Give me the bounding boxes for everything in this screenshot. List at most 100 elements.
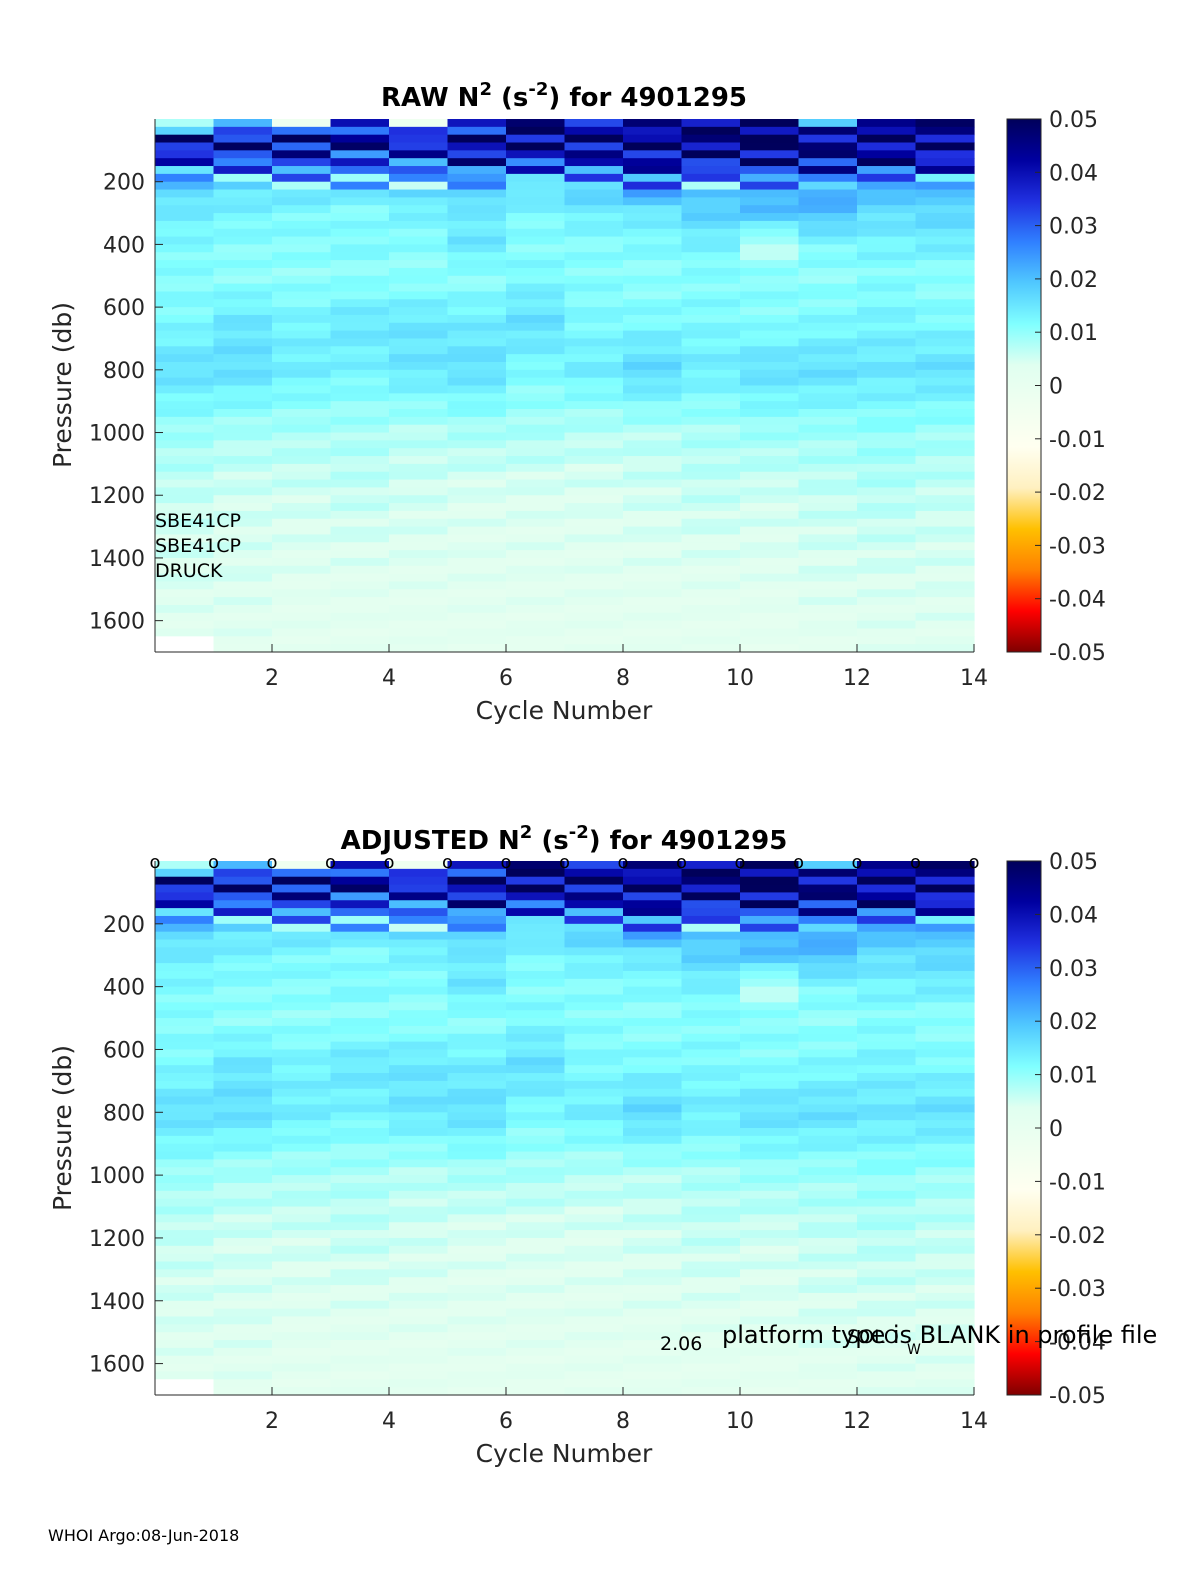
heatmap-cell <box>623 385 683 394</box>
heatmap-cell <box>915 142 975 151</box>
heatmap-cell <box>272 432 332 441</box>
heatmap-cell <box>155 565 215 575</box>
heatmap-cell <box>272 1143 332 1153</box>
heatmap-cell <box>447 1112 507 1121</box>
heatmap-cell <box>213 589 273 598</box>
heatmap-cell <box>915 314 975 324</box>
heatmap-cell <box>506 416 566 426</box>
heatmap-cell <box>740 424 800 434</box>
heatmap-cell <box>681 440 741 449</box>
heatmap-cell <box>213 908 273 917</box>
heatmap-cell <box>623 393 683 402</box>
heatmap-cell <box>155 526 215 536</box>
heatmap-cell <box>623 463 683 473</box>
heatmap-cell <box>915 189 975 198</box>
profile-marker: o <box>734 852 745 873</box>
heatmap-cell <box>857 620 917 630</box>
heatmap-cell <box>915 158 975 167</box>
heatmap-cell <box>681 1285 741 1294</box>
heatmap-cell <box>506 307 566 316</box>
heatmap-cell <box>447 534 507 543</box>
heatmap-cell <box>798 385 858 394</box>
heatmap-cell <box>155 487 215 496</box>
heatmap-cell <box>740 1363 800 1373</box>
heatmap-cell <box>915 1128 975 1137</box>
heatmap-cell <box>330 236 390 246</box>
x-tick-label: 2 <box>265 666 279 691</box>
heatmap-cell <box>330 1151 390 1161</box>
heatmap-cell <box>330 636 390 645</box>
heatmap-cell <box>213 573 273 583</box>
heatmap-cell <box>155 1073 215 1082</box>
heatmap-cell <box>155 620 215 630</box>
heatmap-cell <box>740 1269 800 1278</box>
heatmap-cell <box>564 1096 624 1106</box>
heatmap-cell <box>330 503 390 512</box>
heatmap-cell <box>330 244 390 253</box>
heatmap-cell <box>330 620 390 630</box>
heatmap-cell <box>330 260 390 269</box>
heatmap-cell <box>681 1049 741 1058</box>
heatmap-cell <box>564 994 624 1003</box>
heatmap-cell <box>681 620 741 630</box>
heatmap-cell <box>915 1308 975 1318</box>
heatmap-cell <box>330 1033 390 1043</box>
heatmap-cell <box>857 986 917 996</box>
heatmap-cell <box>681 252 741 261</box>
heatmap-cell <box>506 931 566 941</box>
heatmap-cell <box>915 1387 975 1396</box>
heatmap-cell <box>740 440 800 449</box>
heatmap-cell <box>681 424 741 434</box>
heatmap-cell <box>272 612 332 622</box>
heatmap-cell <box>272 1151 332 1161</box>
heatmap-cell <box>798 923 858 933</box>
heatmap-cell <box>272 377 332 387</box>
heatmap-cell <box>740 1073 800 1082</box>
heatmap-cell <box>155 1292 215 1302</box>
heatmap-cell <box>681 479 741 488</box>
heatmap-cell <box>681 557 741 567</box>
heatmap-cell <box>915 283 975 293</box>
heatmap-cell <box>681 915 741 925</box>
heatmap-cell <box>857 134 917 144</box>
heatmap-cell <box>389 244 449 253</box>
heatmap-cell <box>447 1222 507 1231</box>
heatmap-cell <box>681 126 741 136</box>
heatmap-cell <box>623 526 683 536</box>
heatmap-cell <box>447 1355 507 1365</box>
heatmap-cell <box>740 463 800 473</box>
heatmap-cell <box>564 424 624 434</box>
heatmap-cell <box>681 471 741 481</box>
x-tick-label: 14 <box>960 666 988 691</box>
heatmap-cell <box>447 377 507 387</box>
heatmap-cell <box>447 503 507 512</box>
heatmap-cell <box>623 401 683 410</box>
heatmap-cell <box>681 970 741 980</box>
heatmap-cell <box>623 1088 683 1098</box>
heatmap-cell <box>623 1316 683 1325</box>
heatmap-cell <box>389 252 449 261</box>
heatmap-cell <box>564 495 624 504</box>
heatmap-cell <box>740 510 800 520</box>
heatmap-cell <box>915 620 975 630</box>
heatmap-cell <box>740 636 800 645</box>
heatmap-cell <box>798 307 858 316</box>
heatmap-cell <box>681 228 741 238</box>
heatmap-cell <box>623 330 683 340</box>
heatmap-cell <box>798 1128 858 1137</box>
heatmap-cell <box>155 228 215 238</box>
heatmap-cell <box>681 565 741 575</box>
heatmap-cell <box>623 471 683 481</box>
heatmap-cell <box>740 923 800 933</box>
heatmap-cell <box>623 267 683 277</box>
heatmap-cell <box>798 487 858 496</box>
heatmap-cell <box>623 236 683 246</box>
heatmap-cell <box>272 1104 332 1113</box>
heatmap-cell <box>447 939 507 948</box>
heatmap-cell <box>915 150 975 159</box>
heatmap-cell <box>857 401 917 410</box>
heatmap-cell <box>915 628 975 637</box>
heatmap-cell <box>506 1198 566 1208</box>
heatmap-cell <box>798 126 858 136</box>
heatmap-cell <box>857 314 917 324</box>
